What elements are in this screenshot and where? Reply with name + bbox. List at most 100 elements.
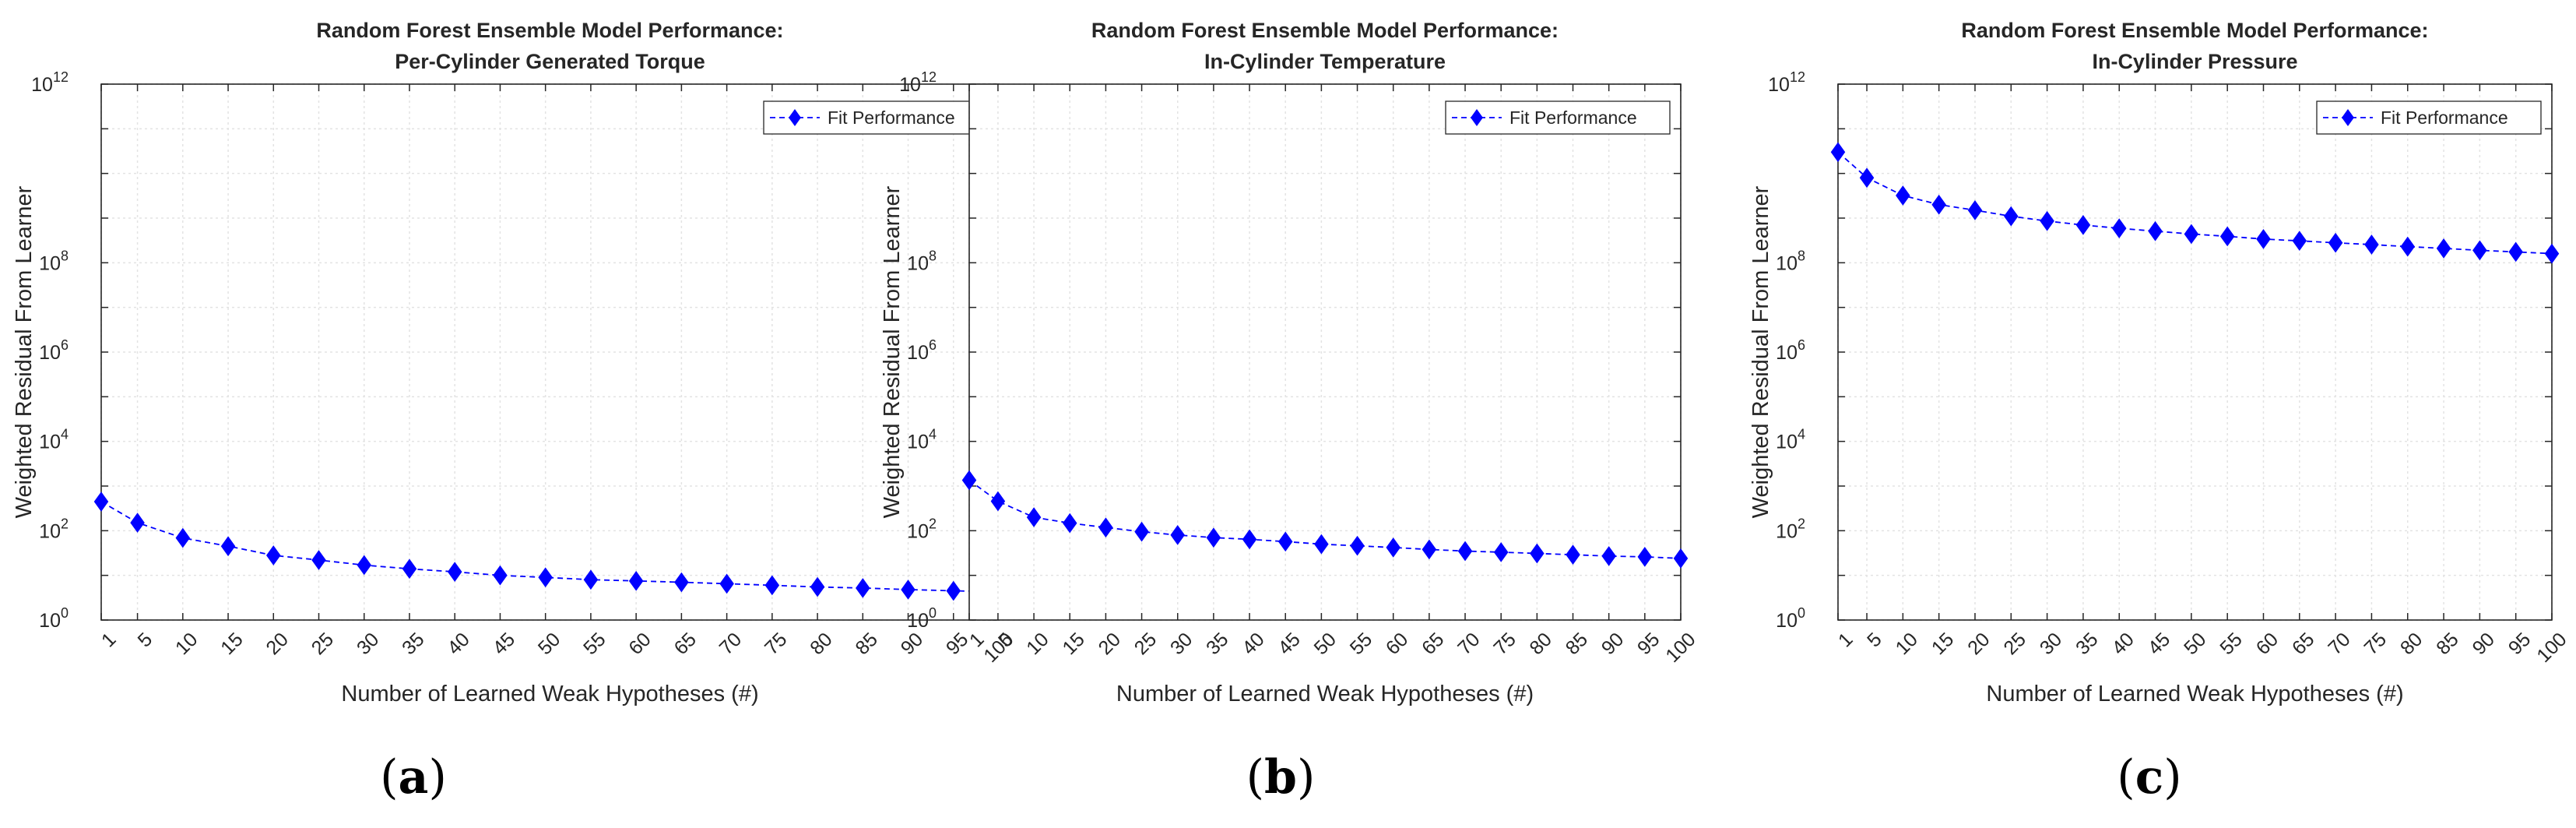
- data-point: [1386, 537, 1400, 558]
- data-point: [1350, 535, 1365, 556]
- x-tick-label: 50: [534, 629, 564, 659]
- y-tick-base: 10: [907, 520, 929, 542]
- x-tick-label: 65: [670, 629, 701, 659]
- x-tick-label: 40: [2107, 629, 2138, 659]
- x-tick-label: 15: [1928, 629, 1958, 659]
- panel-label-open: (: [2117, 750, 2135, 805]
- data-point: [1026, 507, 1042, 527]
- series-line: [1837, 151, 2553, 255]
- x-tick-label: 20: [1095, 629, 1125, 659]
- x-axis-label: Number of Learned Weak Hypotheses (#): [1986, 682, 2403, 706]
- data-point: [1967, 200, 1983, 220]
- series-line: [100, 501, 1000, 593]
- chart-subtitle: In-Cylinder Temperature: [1204, 50, 1446, 73]
- x-tick-label: 60: [2252, 629, 2283, 659]
- y-tick-label: 108: [907, 248, 937, 274]
- x-tick-label: 80: [2396, 629, 2427, 659]
- y-tick-label: 1012: [1768, 69, 1805, 96]
- y-tick-label: 1012: [31, 69, 69, 96]
- legend-marker: [2342, 109, 2354, 126]
- legend-label: Fit Performance: [2381, 107, 2508, 128]
- y-tick-exponent: 12: [1790, 69, 1805, 85]
- y-tick-base: 10: [39, 432, 61, 453]
- data-point: [1170, 525, 1185, 545]
- y-tick-base: 10: [1776, 252, 1798, 274]
- data-point: [2256, 229, 2271, 249]
- data-point: [1457, 541, 1473, 562]
- y-tick-base: 10: [907, 610, 929, 632]
- data-point: [1098, 517, 1113, 538]
- x-tick-label: 25: [1999, 629, 2030, 659]
- y-tick-exponent: 2: [61, 516, 69, 531]
- x-tick-label: 25: [308, 629, 338, 659]
- data-point: [2111, 218, 2127, 238]
- x-tick-label: 30: [1166, 629, 1197, 659]
- x-tick-label: 70: [715, 629, 746, 659]
- data-point: [856, 578, 870, 598]
- data-point: [1830, 142, 1846, 163]
- data-point: [2040, 210, 2054, 231]
- x-tick-label: 25: [1130, 629, 1161, 659]
- x-tick-label: 85: [1562, 629, 1592, 659]
- x-tick-label: 65: [1418, 629, 1448, 659]
- y-tick-label: 1012: [899, 69, 937, 96]
- y-tick-base: 10: [907, 342, 929, 364]
- x-tick-label: 55: [1346, 629, 1376, 659]
- legend-label: Fit Performance: [1509, 107, 1637, 128]
- data-point: [901, 580, 915, 600]
- panel-label-close: ): [2163, 750, 2181, 805]
- y-tick-exponent: 0: [929, 605, 937, 621]
- data-point: [402, 558, 417, 580]
- data-point: [1673, 548, 1689, 569]
- y-tick-label: 108: [39, 248, 69, 274]
- y-tick-label: 102: [1776, 516, 1805, 542]
- data-point: [961, 470, 977, 491]
- x-tick-label: 10: [1892, 629, 1922, 659]
- x-tick-label: 70: [1453, 629, 1484, 659]
- y-tick-label: 104: [1776, 427, 1805, 453]
- y-tick-exponent: 2: [929, 516, 937, 531]
- y-tick-base: 10: [39, 610, 61, 632]
- y-tick-exponent: 8: [929, 248, 937, 263]
- data-point: [2436, 238, 2451, 259]
- data-point: [810, 576, 825, 597]
- x-tick-label: 15: [1058, 629, 1088, 659]
- x-tick-label: 10: [1022, 629, 1053, 659]
- data-point: [2472, 240, 2487, 261]
- y-tick-label: 104: [39, 427, 69, 453]
- x-tick-label: 85: [2432, 629, 2462, 659]
- data-point: [1601, 546, 1616, 566]
- y-tick-base: 10: [31, 74, 53, 96]
- panel-label: (b): [1246, 750, 1316, 805]
- x-tick-label: 90: [1597, 629, 1628, 659]
- x-tick-label: 85: [851, 629, 881, 659]
- y-tick-exponent: 4: [929, 427, 937, 442]
- data-point: [93, 492, 109, 512]
- x-tick-label: 55: [579, 629, 610, 659]
- data-point: [628, 570, 644, 591]
- data-point: [1637, 547, 1653, 567]
- data-point: [1314, 534, 1329, 555]
- x-tick-label: 65: [2288, 629, 2318, 659]
- x-tick-label: 80: [806, 629, 836, 659]
- data-point: [1422, 539, 1437, 560]
- y-tick-label: 108: [1776, 248, 1805, 274]
- x-tick-label: 40: [443, 629, 473, 659]
- y-tick-exponent: 0: [61, 605, 69, 621]
- data-point: [266, 545, 281, 566]
- data-point: [1242, 529, 1257, 550]
- y-tick-label: 102: [907, 516, 937, 542]
- data-point: [2075, 215, 2091, 235]
- data-point: [447, 562, 462, 582]
- x-tick-label: 5: [134, 629, 157, 652]
- series-line: [968, 479, 1682, 559]
- chart-title: Random Forest Ensemble Model Performance…: [1091, 19, 1559, 42]
- y-tick-exponent: 6: [929, 337, 937, 353]
- y-tick-base: 10: [39, 342, 61, 364]
- x-tick-label: 35: [398, 629, 428, 659]
- y-axis-label: Weighted Residual From Learner: [1748, 185, 1773, 518]
- y-tick-exponent: 12: [921, 69, 937, 85]
- panel-label-open: (: [1246, 750, 1264, 805]
- data-point: [311, 550, 326, 570]
